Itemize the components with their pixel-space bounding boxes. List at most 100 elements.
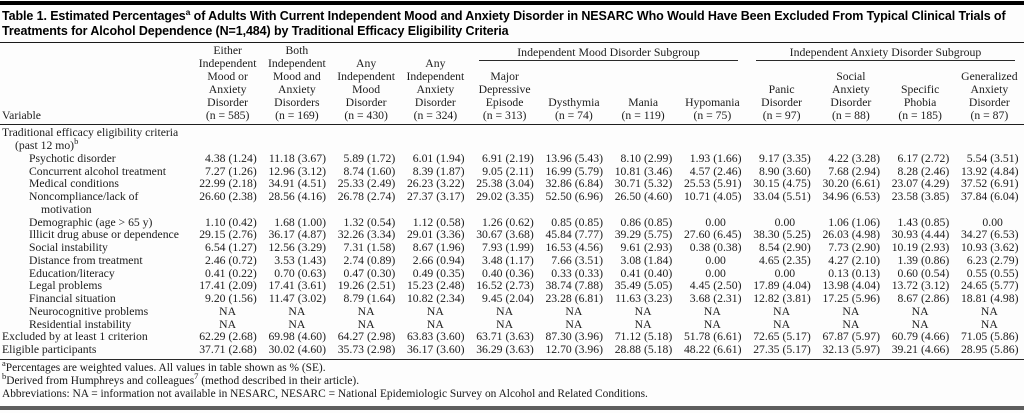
column-header: Any Independent Anxiety Disorder (n = 32… [400,43,470,126]
cell-standard-error: (1.87) [436,164,465,178]
cell-percent-value: 24.65 [960,279,988,293]
cell-percent-value: 30.71 [614,177,641,191]
cell-value-wrap: 3.53 (1.43) [268,254,326,268]
cell-percent-value: 27.35 [753,343,780,357]
cell-standard-error: (0.42) [228,215,257,229]
cell-standard-error: (3.46) [644,164,673,178]
cell-value-wrap: 13.92 (4.84) [960,165,1019,179]
table-cell: 1.68 (1.00) [262,216,331,230]
table-cell: NA [357,304,375,318]
cell-value-wrap: 8.54 (2.90) [753,241,811,255]
cell-value-wrap: 34.96 (6.53) [822,190,880,204]
cell-standard-error: (2.72) [921,151,950,165]
cell-value-wrap: 11.47 (3.02) [268,292,326,306]
cell-standard-error: (5.97) [851,343,880,357]
column-header: Specific Phobia (n = 185) [885,64,955,126]
cell-value-wrap: 0.38 (0.38) [683,241,742,255]
row-label: Demographic (age > 65 y) [0,215,193,230]
cell-standard-error: (3.12) [921,279,950,293]
cell-standard-error: (3.35) [505,190,534,204]
table-cell: NA [980,317,998,331]
cell-percent-value: 9.05 [482,164,503,178]
cell-standard-error: (5.86) [990,343,1019,357]
cell-percent-value: 52.50 [545,190,572,204]
column-header-variable: Variable [0,43,193,126]
table-cell: 13.98 (4.04) [816,280,885,293]
cell-standard-error: (3.60) [436,343,465,357]
cell-value-wrap: 5.54 (3.51) [960,152,1019,166]
cell-percent-value: 9.61 [620,241,641,255]
table-cell: 38.30 (5.25) [747,229,816,242]
cell-percent-value: 60.79 [891,330,918,344]
cell-value-wrap: 30.20 (6.61) [822,178,880,191]
table-cell: 17.89 (4.04) [747,280,816,293]
cell-percent-value: 8.10 [620,151,641,165]
cell-value-wrap: 32.86 (6.84) [545,178,603,191]
cell-value-wrap: 37.84 (6.04) [960,190,1019,204]
cell-percent-value: 9.20 [205,292,226,306]
table-cell: 48.22 (6.61) [677,343,747,360]
cell-value-wrap: 0.00 [699,216,725,230]
cell-standard-error: (3.17) [436,190,465,204]
cell-percent-value: 0.00 [705,253,726,267]
cell-percent-value: 1.12 [412,215,434,229]
cell-percent-value: 17.89 [753,279,780,293]
cell-value-wrap: 34.91 (4.51) [268,178,326,191]
cell-percent-value: 9.17 [759,151,780,165]
cell-standard-error: (5.05) [644,279,673,293]
table-cell: 0.33 (0.33) [539,267,608,281]
cell-standard-error: (2.46) [713,164,742,178]
cell-value-wrap: 1.32 (0.54) [337,216,396,230]
row-label: Noncompliance/lack of motivation [0,190,193,217]
table-cell: 1.12 (0.58) [401,215,470,230]
row-label-line: Demographic (age > 65 y) [29,215,153,229]
cell-percent-value: 1.93 [689,151,711,165]
cell-standard-error: (3.23) [644,292,673,306]
cell-value-wrap: 0.00 [768,216,795,230]
table-cell: 0.49 (0.35) [401,267,470,281]
cell-standard-error: (1.66) [713,151,742,165]
cell-percent-value: 1.06 [828,215,849,229]
table-cell: 8.39 (1.87) [401,164,470,179]
cell-value-wrap: 1.43 (0.85) [891,215,950,230]
cell-value-wrap: 6.54 (1.27) [199,241,257,255]
cell-standard-error: (6.04) [990,190,1019,204]
cell-standard-error: (6.96) [574,190,603,204]
cell-value-wrap: 23.28 (6.81) [545,292,603,306]
cell-percent-value: 13.96 [545,151,572,165]
cell-value-wrap: 26.78 (2.74) [337,190,396,204]
cell-percent-value: 8.67 [412,241,434,255]
table-row: Distance from treatment 2.46 (0.72) 3.53 (1.… [0,253,1024,268]
cell-percent-value: 36.29 [476,343,503,357]
table-cell: 0.00 [678,216,747,230]
cell-standard-error: (1.24) [228,151,257,165]
table-cell: 0.55 (0.55) [955,267,1024,281]
row-label-line: Financial situation [29,292,116,306]
table-cell: 3.08 (1.84) [609,254,678,268]
cell-standard-error: (4.60) [297,343,326,357]
table-title-footnote-marker: a [185,6,191,17]
cell-standard-error: (0.85) [574,215,603,229]
cell-percent-value: 64.27 [337,330,364,344]
cell-value-wrap: 60.79 (4.66) [891,330,950,344]
cell-standard-error: (0.85) [921,215,950,229]
table-cell: 22.99 (2.18) [193,178,262,191]
cell-percent-value: 30.93 [891,228,918,242]
cell-value-wrap: 4.22 (3.28) [822,152,880,166]
table-cell: 11.63 (3.23) [609,292,678,306]
cell-standard-error: (2.76) [228,228,257,242]
cell-percent-value: 16.53 [545,241,572,255]
row-label: Excluded by at least 1 criterion [0,331,193,344]
table-cell: 69.98 (4.60) [262,331,331,344]
cell-standard-error: (2.93) [644,241,673,255]
table-cell: 0.70 (0.63) [262,267,331,281]
table-cell: 8.67 (1.96) [401,241,470,255]
table-row: Noncompliance/lack of motivation 26.60 (2.3… [0,190,1024,217]
cell-value-wrap: 10.93 (3.62) [960,241,1019,255]
cell-percent-value: 6.17 [897,151,918,165]
cell-standard-error: (1.64) [367,292,396,306]
cell-value-wrap: 9.20 (1.56) [199,292,257,306]
cell-standard-error: (4.16) [297,190,326,204]
cell-value-wrap: 30.71 (5.32) [614,177,673,191]
cell-standard-error: (6.91) [990,177,1019,191]
